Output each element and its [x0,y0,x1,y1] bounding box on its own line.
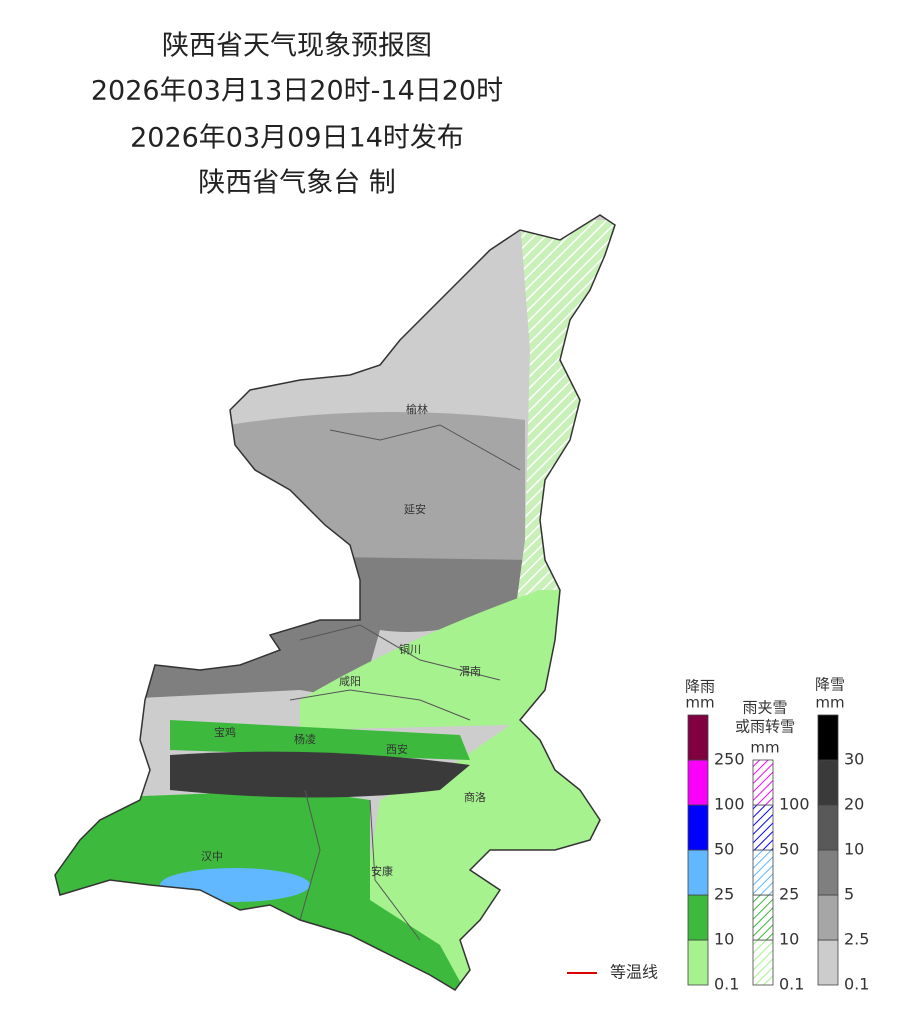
legend-level: 25 [779,885,799,904]
legend-level: 10 [844,840,864,859]
legend-level: 50 [714,840,734,859]
legend-level: 30 [844,750,864,769]
legend-swatch [752,939,774,986]
region-fill [170,720,470,760]
boundary [289,424,521,941]
legend-swatch [817,714,839,761]
region-fill [160,868,310,902]
issue-time: 2026年03月09日14时发布 [130,123,464,154]
legend-unit: mm [750,739,779,757]
legend-level: 0.1 [779,975,804,994]
region-fill [200,412,525,560]
city-label: 西安 [386,742,408,756]
city-label: 杨凌 [294,732,316,746]
legend-level: 10 [714,930,734,949]
legend-swatch [817,849,839,896]
map-area [55,215,615,990]
legend-swatch [687,894,709,941]
legend-level: 0.1 [714,975,739,994]
legend-swatch [687,804,709,851]
legends: 降雨mm0.1102550100250雨夹雪或雨转雪mm0.1102550100… [685,676,869,994]
legend-swatch [817,939,839,986]
city-label: 延安 [404,502,426,516]
legend-swatch [752,804,774,851]
city-label: 铜川 [399,642,421,656]
legend-swatch [817,759,839,806]
legend-title: 或雨转雪 [735,718,795,736]
legend-level: 0.1 [844,975,869,994]
isotherm-label: 等温线 [610,963,658,982]
city-label: 榆林 [406,402,428,416]
city-label: 安康 [371,864,393,878]
legend-level: 250 [714,750,745,769]
legend-level: 2.5 [844,930,869,949]
legend-swatch [752,759,774,806]
legend-swatch [687,714,709,761]
producer: 陕西省气象台 制 [198,168,396,199]
map-title: 陕西省天气现象预报图 [162,31,432,62]
legend-level: 25 [714,885,734,904]
legend-swatch [687,939,709,986]
legend-level: 50 [779,840,799,859]
city-label: 咸阳 [339,675,361,688]
city-label: 宝鸡 [214,725,236,739]
forecast-period: 2026年03月13日20时-14日20时 [91,76,503,107]
legend-level: 100 [779,795,810,814]
legend-level: 100 [714,795,745,814]
city-label: 渭南 [459,665,481,678]
legend-swatch [687,849,709,896]
legend-level: 5 [844,885,854,904]
legend-swatch [817,804,839,851]
city-label: 商洛 [464,790,486,804]
legend-unit: mm [815,694,844,712]
legend-swatch [752,849,774,896]
legend-unit: mm [685,694,714,712]
legend-level: 10 [779,930,799,949]
legend-swatch [687,759,709,806]
legend-title: 降雨 [685,678,715,696]
region-fill [170,751,470,798]
legend-swatch [817,894,839,941]
legend-level: 20 [844,795,864,814]
legend-title: 雨夹雪 [742,699,787,717]
legend-swatch [752,894,774,941]
city-label: 汉中 [201,850,223,863]
legend-title: 降雪 [815,676,845,694]
